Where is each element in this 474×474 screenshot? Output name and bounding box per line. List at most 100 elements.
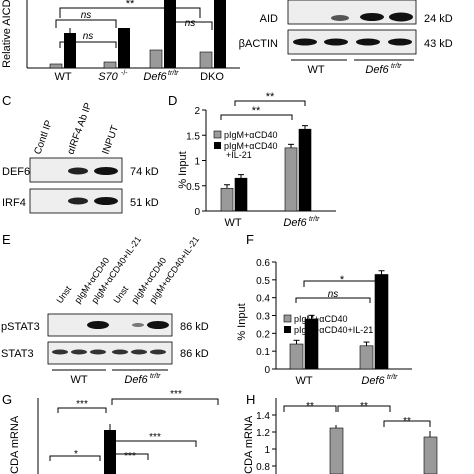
panel-f-sig-1: *: [340, 274, 345, 286]
panel-f-ytick-label: 0: [264, 365, 270, 376]
panel-h-axis-label: AICDA mRNA: [243, 415, 255, 474]
panel-f-ytick-label: 0.5: [256, 276, 270, 287]
panel-d-ytick-label: 2: [194, 106, 200, 117]
panel-e-group-def6-sup: tr/tr: [150, 373, 161, 380]
panel-g-sig-1: ***: [76, 399, 88, 410]
panel-h-bracket-2: [337, 405, 391, 412]
panel-d-xlabel-def6-sup: tr/tr: [309, 216, 320, 223]
panel-d-ytick-label: 1: [194, 157, 200, 168]
panel-h-bracket-3: [383, 420, 431, 427]
panel-h-bracket-1: [283, 405, 337, 412]
panel-f-bar-1-1: [374, 274, 389, 370]
panel-e-lane-4: Unst: [111, 284, 130, 305]
panel-a-ns2: ns: [81, 10, 92, 21]
panel-d-legend-swatch-gray: [213, 130, 222, 139]
panel-f-ytick-label: 0.2: [256, 329, 270, 340]
panel-d-bracket-1: [234, 100, 306, 106]
panel-d-legend-3: +IL-21: [226, 150, 252, 160]
panel-a-bracket-ns2: [55, 19, 117, 28]
panel-a-axis-label: Relative AICDA: [1, 0, 13, 68]
panel-c-band: [94, 167, 118, 175]
panel-f-legend-2: pIgM+αCD40+IL-21: [294, 325, 373, 335]
panel-c-band: [68, 197, 88, 205]
panel-b-group-def6-sup: tr/tr: [391, 63, 402, 70]
panel-g-letter: G: [2, 392, 12, 407]
panel-h: H AICDA mRNA 1.4 1.2 1 0.8 ** ** **: [243, 392, 438, 474]
panel-c-lane-irf4: αIRF4 Ab IP: [65, 101, 94, 156]
panel-d-ytick-label: 1.5: [186, 131, 200, 142]
panel-g: G AICDA mRNA *** *** *** * ***: [2, 389, 219, 474]
panel-h-sig-2: **: [360, 401, 368, 412]
panel-h-sig-3: **: [403, 416, 411, 427]
panel-h-bar: [329, 427, 344, 474]
panel-d-legend-swatch-black: [214, 142, 221, 149]
panel-b-kd-aid: 24 kD: [424, 13, 453, 25]
panel-a-bar: [64, 33, 76, 68]
panel-b-band: [388, 38, 412, 46]
panel-h-ytick: 1: [264, 445, 270, 456]
panel-b-group-def6: Def6: [365, 64, 389, 76]
panel-f-sig-2: ns: [328, 289, 339, 300]
panel-f-xlabel-def6-sup: tr/tr: [387, 374, 398, 381]
panel-f-bracket-1: [303, 280, 382, 287]
panel-b-band: [360, 13, 384, 21]
panel-e-band: [150, 349, 166, 355]
panel-b-kd-actin: 43 kD: [424, 38, 453, 50]
panel-d-sig-2: **: [252, 105, 261, 117]
panel-c-letter: C: [2, 93, 11, 108]
panel-g-bracket-2: [111, 398, 219, 405]
panel-c: C Contl IP αIRF4 Ab IP INPUT DEF6 IRF4 7…: [2, 93, 159, 214]
panel-e-kd-pstat3: 86 kD: [180, 321, 209, 333]
panel-b-row-label-aid: AID: [260, 13, 278, 25]
panel-g-bracket-4: [49, 455, 101, 461]
panel-e-kd-stat3: 86 kD: [180, 348, 209, 360]
panel-e-band: [131, 349, 147, 355]
panel-h-ytick: 1.2: [256, 428, 270, 439]
panel-a-bar: [164, 0, 176, 68]
panel-d-bar-0-1: [284, 147, 298, 212]
panel-f-ytick-label: 0.4: [256, 294, 270, 305]
panel-d-bracket-2: [220, 114, 293, 120]
panel-d-legend-1: pIgM+αCD40: [224, 130, 277, 140]
panel-d-xlabel-wt: WT: [224, 217, 241, 229]
panel-h-bar: [423, 436, 438, 474]
panel-d-bar-0-0: [220, 187, 234, 212]
panel-f-ticks: 0 0.1 0.2 0.3 0.4 0.5 0.6: [256, 258, 276, 376]
panel-e-band: [52, 349, 68, 355]
panel-a-bar: [214, 0, 226, 68]
panel-a-xlabel-def6-sup: tr/tr: [168, 70, 179, 77]
panel-c-row-label-def6: DEF6: [2, 166, 30, 178]
panel-a-bar: [118, 28, 130, 68]
panel-b-band: [324, 38, 348, 46]
panel-a-stars: **: [126, 0, 135, 10]
panel-e-band: [90, 349, 106, 355]
panel-f-bar-0-0: [289, 343, 304, 370]
panel-g-sig-2: ***: [170, 389, 182, 400]
panel-a-xlabel-s70: S70: [98, 71, 118, 83]
panel-e-band: [112, 349, 128, 355]
panel-a-xlabel-def6: Def6: [143, 71, 167, 83]
panel-d-bar-1-1: [298, 128, 312, 212]
panel-b-group-wt: WT: [307, 64, 324, 76]
panel-a-bar: [49, 63, 63, 69]
panel-a-ns3: ns: [185, 18, 196, 29]
panel-f-bracket-2: [295, 297, 371, 303]
panel-a-bar: [199, 51, 213, 69]
panel-b-band: [356, 38, 380, 46]
panel-f-bar-0-1: [359, 345, 374, 370]
panel-a-bracket-ns1: [59, 41, 117, 48]
panel-g-sig-3: ***: [149, 432, 161, 443]
panel-d: D % Input 0 0.5 1 1.5 2 ** ** pIgM+αCD40 pIg…: [168, 91, 336, 229]
panel-e-group-def6: Def6: [124, 374, 148, 386]
panel-g-bar: [104, 430, 116, 474]
panel-a: Relative AICDA ** ns ns ns WT S70 -/- De…: [1, 0, 240, 83]
panel-d-ylabel: % Input: [177, 151, 189, 188]
panel-a-ns1: ns: [83, 31, 94, 42]
panel-c-band: [94, 197, 118, 205]
panel-a-bar: [149, 49, 163, 69]
panel-f-ytick-label: 0.6: [256, 258, 270, 269]
panel-e-group-wt: WT: [70, 374, 87, 386]
panel-b-row-label-actin: βACTIN: [239, 38, 278, 50]
panel-e-row-label-stat3: STAT3: [1, 348, 34, 360]
